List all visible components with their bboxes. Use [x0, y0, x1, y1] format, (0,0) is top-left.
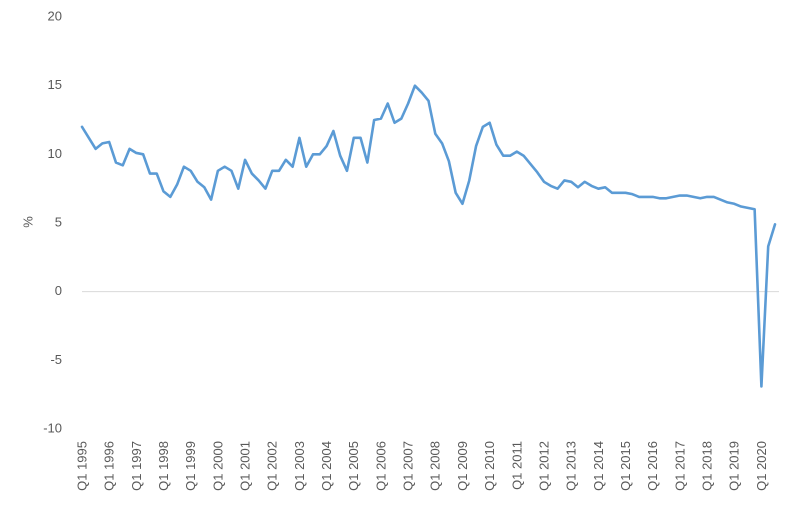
- x-tick-label: Q1 2012: [536, 441, 551, 491]
- x-tick-label: Q1 2005: [346, 441, 361, 491]
- x-tick-label: Q1 2009: [455, 441, 470, 491]
- y-tick-label: 15: [48, 77, 62, 92]
- y-tick-label: 5: [55, 214, 62, 229]
- x-tick-label: Q1 1995: [74, 441, 89, 491]
- x-tick-label: Q1 2017: [672, 441, 687, 491]
- x-tick-label: Q1 1997: [129, 441, 144, 491]
- x-tick-label: Q1 2010: [482, 441, 497, 491]
- x-tick-label: Q1 2020: [754, 441, 769, 491]
- y-axis-title: %: [20, 216, 35, 228]
- y-tick-label: -5: [50, 352, 62, 367]
- x-tick-label: Q1 2019: [727, 441, 742, 491]
- x-tick-label: Q1 2004: [319, 441, 334, 491]
- x-tick-label: Q1 2011: [509, 441, 524, 490]
- x-tick-label: Q1 2001: [237, 441, 252, 491]
- y-tick-label: 0: [55, 283, 62, 298]
- x-tick-label: Q1 1998: [156, 441, 171, 491]
- y-tick-label: 10: [48, 146, 62, 161]
- x-tick-label: Q1 1996: [102, 441, 117, 491]
- x-tick-label: Q1 2007: [401, 441, 416, 491]
- x-tick-label: Q1 2000: [210, 441, 225, 491]
- x-tick-label: Q1 1999: [183, 441, 198, 491]
- x-tick-label: Q1 2018: [699, 441, 714, 491]
- y-tick-label: -10: [43, 420, 62, 435]
- x-tick-label: Q1 2015: [618, 441, 633, 491]
- x-tick-label: Q1 2014: [591, 441, 606, 491]
- x-tick-label: Q1 2002: [265, 441, 280, 491]
- x-tick-label: Q1 2003: [292, 441, 307, 491]
- y-tick-label: 20: [48, 8, 62, 23]
- x-tick-label: Q1 2008: [428, 441, 443, 491]
- x-tick-label: Q1 2006: [373, 441, 388, 491]
- x-tick-label: Q1 2013: [564, 441, 579, 491]
- data-line: [80, 84, 777, 388]
- x-tick-label: Q1 2016: [645, 441, 660, 491]
